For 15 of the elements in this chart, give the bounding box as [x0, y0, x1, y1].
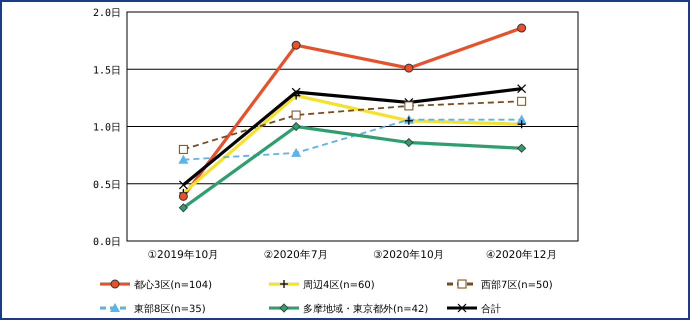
y-tick-label: 1.5日 — [92, 65, 121, 76]
y-tick-label: 0.5日 — [92, 180, 121, 191]
legend-label: 都心3区(n=104) — [134, 279, 212, 291]
x-tick-label: ③2020年10月 — [373, 249, 445, 261]
x-tick-label: ④2020年12月 — [486, 249, 558, 261]
legend-label: 合計 — [481, 303, 501, 315]
legend-label: 西部7区(n=50) — [481, 279, 553, 291]
y-tick-label: 1.0日 — [92, 122, 121, 134]
x-tick-label: ①2019年10月 — [148, 249, 220, 261]
y-tick-label: 0.0日 — [92, 237, 121, 248]
x-tick-label: ②2020年7月 — [264, 249, 329, 261]
legend-label: 東部8区(n=35) — [134, 303, 206, 315]
legend-label: 多摩地域・東京都外(n=42) — [303, 303, 428, 315]
legend-label: 周辺4区(n=60) — [303, 279, 375, 291]
y-tick-label: 2.0日 — [92, 8, 121, 19]
